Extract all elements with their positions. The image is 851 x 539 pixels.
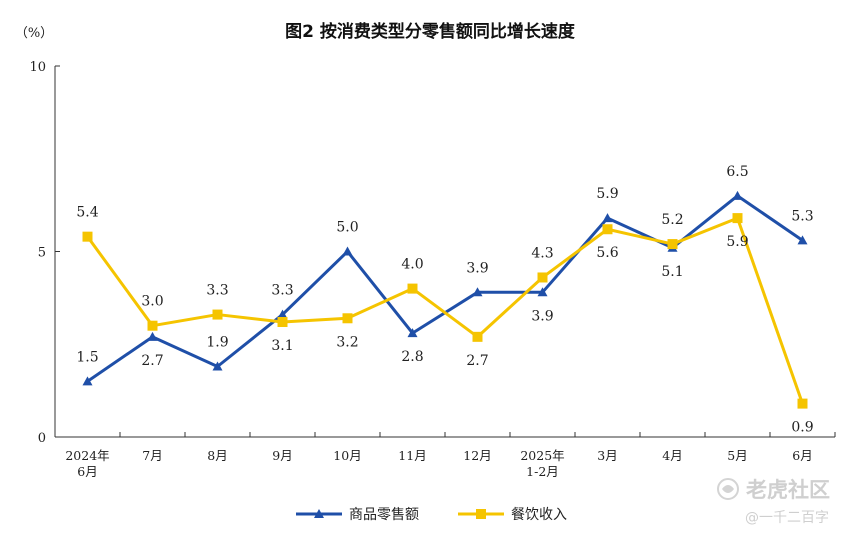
x-tick-label: 8月 — [207, 448, 227, 463]
watermark-logo-icon — [717, 478, 739, 500]
legend-marker-catering — [476, 509, 486, 519]
marker-retail — [342, 246, 353, 256]
x-tick-label: 3月 — [597, 448, 617, 463]
marker-retail — [82, 376, 93, 386]
marker-retail — [147, 331, 158, 341]
x-tick-label: 2024年 6月 — [65, 448, 109, 479]
data-label-retail: 1.5 — [76, 349, 98, 365]
data-label-retail: 5.9 — [596, 186, 618, 202]
data-label-catering: 4.3 — [531, 245, 553, 261]
data-label-catering: 3.2 — [336, 334, 358, 350]
marker-catering — [602, 224, 613, 235]
marker-catering — [797, 398, 808, 409]
x-tick-label: 9月 — [272, 448, 292, 463]
y-tick-label: 10 — [29, 60, 46, 75]
marker-catering — [667, 239, 678, 250]
data-labels: 1.5 2.7 1.9 3.3 5.0 2.8 3.9 3.9 5.9 5.1 6.5 5.3 5.4 3… — [76, 164, 813, 436]
legend-label-retail: 商品零售额 — [349, 507, 419, 523]
marker-catering — [342, 313, 353, 324]
series-line-catering — [86, 216, 804, 405]
marker-retail — [732, 190, 743, 200]
data-label-retail: 6.5 — [726, 164, 748, 180]
watermark-brand: 老虎社区 — [746, 478, 830, 502]
watermark-user: @一千二百字 — [745, 510, 829, 526]
data-label-retail: 2.8 — [401, 349, 423, 365]
y-tick-label: 5 — [38, 246, 46, 261]
marker-catering — [407, 283, 418, 294]
x-tick-label: 10月 — [333, 448, 361, 463]
y-axis-unit: （%） — [15, 26, 53, 41]
x-tick-label: 2025年 1-2月 — [520, 448, 564, 479]
marker-retail — [537, 287, 548, 297]
x-tick-label: 11月 — [398, 448, 426, 463]
x-tick-label: 6月 — [792, 448, 812, 463]
x-tick-label: 12月 — [463, 448, 491, 463]
data-label-catering: 2.7 — [466, 353, 488, 369]
x-tick-label: 7月 — [142, 448, 162, 463]
data-label-catering: 5.9 — [726, 234, 748, 250]
legend-marker-retail — [314, 509, 324, 518]
data-label-catering: 3.1 — [271, 338, 293, 354]
data-label-catering: 5.4 — [76, 205, 98, 221]
data-label-catering: 3.3 — [206, 283, 228, 299]
data-label-retail: 2.7 — [141, 353, 163, 369]
marker-catering — [82, 231, 93, 242]
marker-retail — [277, 309, 288, 319]
data-label-retail: 3.3 — [271, 283, 293, 299]
y-tick-label: 0 — [38, 431, 46, 446]
data-label-retail: 3.9 — [466, 260, 488, 276]
marker-catering — [147, 320, 158, 331]
data-label-catering: 3.0 — [141, 294, 163, 310]
x-tick-label: 5月 — [727, 448, 747, 463]
marker-catering — [212, 309, 223, 320]
data-label-catering: 5.6 — [596, 245, 618, 261]
data-label-retail: 5.0 — [336, 220, 358, 236]
data-label-catering: 4.0 — [401, 257, 423, 273]
marker-retail — [797, 235, 808, 245]
x-tick-label: 4月 — [662, 448, 682, 463]
data-label-retail: 3.9 — [531, 308, 553, 324]
legend: 商品零售额 餐饮收入 — [296, 507, 567, 523]
series-layer — [82, 190, 808, 409]
data-label-retail: 5.1 — [661, 264, 683, 280]
marker-retail — [472, 287, 483, 297]
data-label-catering: 5.2 — [661, 212, 683, 228]
data-label-catering: 0.9 — [791, 420, 813, 436]
marker-catering — [732, 213, 743, 224]
marker-retail — [212, 361, 223, 371]
data-label-retail: 1.9 — [206, 335, 228, 351]
marker-catering — [537, 272, 548, 283]
marker-catering — [277, 316, 288, 327]
series-line-retail — [86, 194, 804, 383]
marker-retail — [407, 328, 418, 338]
marker-retail — [602, 213, 613, 223]
marker-catering — [472, 331, 483, 342]
watermark: 老虎社区 @一千二百字 — [717, 478, 830, 526]
axes: 0 5 10 2024年 6月 7月 8月 9月 10月 11月 12月 2025年 1-2月 3月 4月 5… — [29, 60, 836, 479]
data-label-retail: 5.3 — [791, 208, 813, 224]
chart-title: 图2 按消费类型分零售额同比增长速度 — [285, 21, 576, 42]
legend-label-catering: 餐饮收入 — [511, 507, 567, 523]
